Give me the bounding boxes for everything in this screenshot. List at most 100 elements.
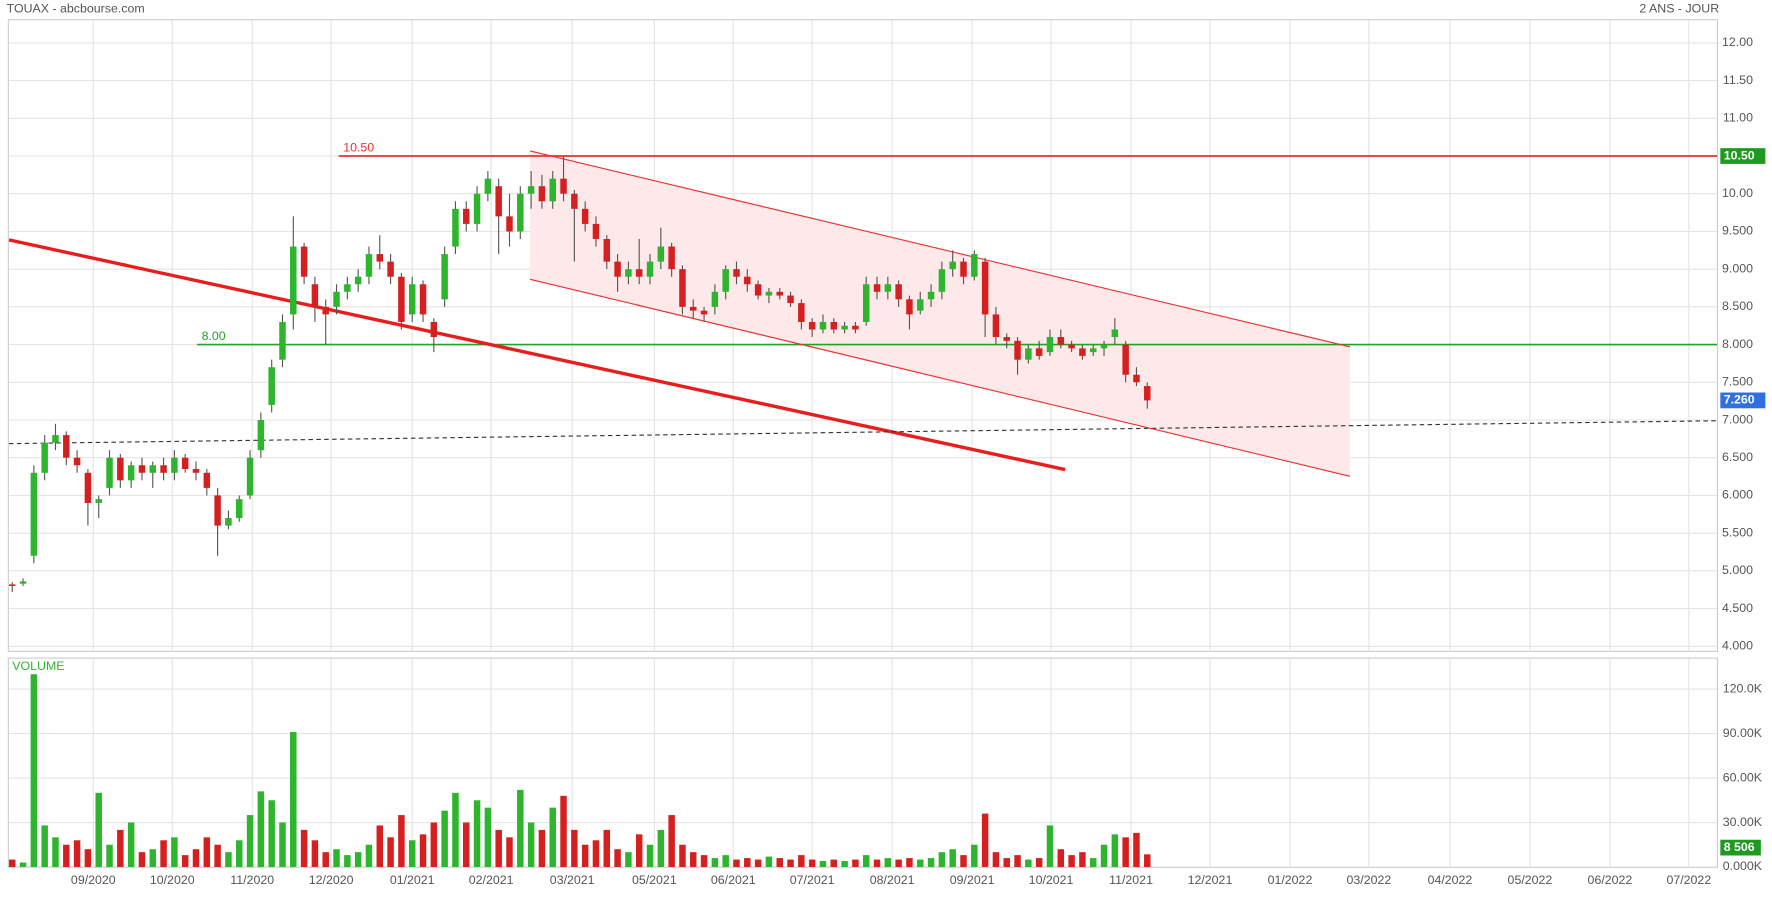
- y-tick-label: 11.50: [1723, 73, 1753, 87]
- volume-bar: [1133, 832, 1140, 867]
- volume-bar: [971, 844, 978, 867]
- volume-bar: [138, 852, 146, 867]
- candle-body: [852, 325, 859, 330]
- candle-body: [971, 254, 978, 277]
- candle-body: [322, 306, 329, 315]
- candle-body: [700, 310, 708, 315]
- volume-bar: [160, 840, 167, 867]
- volume-bar: [333, 849, 340, 867]
- volume-bar: [1057, 849, 1065, 867]
- level-label: 10.50: [343, 140, 374, 154]
- volume-bar: [819, 861, 827, 867]
- volume-bar: [862, 855, 870, 867]
- volume-bar: [884, 858, 892, 867]
- volume-bar: [949, 849, 956, 867]
- candle-body: [333, 291, 340, 307]
- volume-bar: [560, 795, 567, 867]
- x-tick-label: 07/2021: [790, 873, 835, 887]
- candle-body: [365, 254, 373, 277]
- trend-line: [529, 278, 1351, 477]
- candle-body: [181, 457, 189, 470]
- candle-body: [84, 472, 92, 503]
- candle-body: [117, 457, 124, 481]
- volume-bar: [668, 815, 675, 867]
- volume-bar: [63, 844, 70, 867]
- volume-bar: [1111, 834, 1119, 867]
- volume-bar: [408, 840, 416, 867]
- x-tick-label: 08/2021: [870, 873, 915, 887]
- level-tag: 10.50: [1724, 148, 1755, 162]
- candle-body: [1079, 348, 1086, 356]
- volume-bar: [992, 852, 1000, 867]
- volume-bar: [365, 844, 373, 867]
- candle-body: [127, 465, 135, 481]
- volume-bar: [354, 852, 362, 867]
- candle-body: [1133, 374, 1140, 383]
- x-tick-label: 03/2022: [1347, 873, 1392, 887]
- volume-bar: [517, 789, 524, 867]
- candle-body: [506, 216, 513, 232]
- volume-bar: [236, 840, 243, 867]
- volume-bar: [203, 837, 211, 867]
- candle-body: [311, 284, 319, 307]
- candle-body: [1144, 386, 1151, 401]
- candle-body: [603, 238, 611, 262]
- candle-body: [549, 178, 556, 202]
- candle-body: [754, 284, 762, 296]
- candle-body: [376, 254, 384, 262]
- y-tick-label: 8.500: [1722, 299, 1753, 313]
- candle-body: [722, 269, 729, 292]
- candle-body: [268, 367, 275, 405]
- candle-body: [906, 299, 913, 315]
- volume-bar: [754, 859, 762, 867]
- candle-body: [19, 581, 27, 584]
- level-label: 8.00: [202, 329, 226, 343]
- candle-body: [52, 435, 59, 443]
- volume-bar: [225, 852, 232, 867]
- candle-body: [419, 284, 427, 315]
- candle-body: [1100, 344, 1108, 349]
- y-tick-label: 5.500: [1722, 525, 1753, 539]
- candle-body: [138, 465, 146, 473]
- candle-body: [1046, 337, 1054, 353]
- candle-body: [776, 291, 783, 296]
- volume-bar: [73, 840, 81, 867]
- last-price-tag: 7.260: [1724, 393, 1755, 407]
- candle-body: [798, 303, 805, 322]
- candle-body: [192, 469, 200, 473]
- volume-bar: [30, 674, 38, 867]
- volume-bar: [495, 829, 502, 867]
- candle-body: [290, 246, 297, 315]
- volume-bar: [1003, 858, 1010, 867]
- volume-bar: [1079, 852, 1086, 867]
- candle-body: [733, 269, 740, 277]
- x-tick-label: 09/2020: [71, 873, 116, 887]
- volume-bar: [679, 844, 686, 867]
- volume-title: VOLUME: [12, 659, 64, 673]
- volume-bar: [441, 810, 448, 867]
- volume-bar: [873, 859, 881, 867]
- volume-bar: [106, 844, 113, 867]
- volume-bar: [52, 837, 59, 867]
- candle-body: [225, 518, 232, 526]
- volume-bar: [311, 840, 319, 867]
- volume-bar: [1089, 858, 1097, 867]
- x-tick-label: 06/2022: [1588, 873, 1633, 887]
- volume-bar: [549, 807, 556, 867]
- volume-bar: [646, 844, 654, 867]
- y-tick-label: 6.000: [1722, 488, 1753, 502]
- volume-bar: [690, 852, 697, 867]
- candle-body: [657, 246, 665, 262]
- volume-bar: [268, 800, 275, 867]
- last-price-tag-bg: [1720, 392, 1766, 409]
- x-tick-label: 01/2022: [1268, 873, 1313, 887]
- volume-bar: [1100, 844, 1108, 867]
- x-tick-label: 12/2020: [309, 873, 354, 887]
- volume-bar: [1068, 855, 1075, 867]
- volume-bar: [257, 791, 265, 867]
- y2-tick-label: 30.00K: [1723, 815, 1763, 829]
- volume-bar: [192, 849, 200, 867]
- last-volume-tag-bg: [1720, 839, 1761, 856]
- candle-body: [949, 261, 956, 270]
